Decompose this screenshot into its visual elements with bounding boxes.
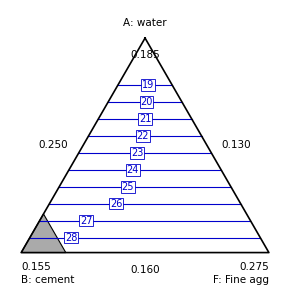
- Text: B: cement: B: cement: [21, 275, 75, 285]
- Polygon shape: [21, 214, 66, 253]
- Text: A: water: A: water: [123, 18, 167, 28]
- Text: F: Fine agg: F: Fine agg: [213, 275, 269, 285]
- Text: 20: 20: [140, 97, 153, 107]
- Text: 0.275: 0.275: [239, 262, 269, 273]
- Text: 21: 21: [139, 114, 151, 124]
- Text: 24: 24: [127, 165, 139, 175]
- Text: 0.155: 0.155: [21, 262, 51, 273]
- Text: 0.160: 0.160: [130, 265, 160, 275]
- Text: 0.130: 0.130: [222, 140, 251, 150]
- Text: 27: 27: [80, 216, 92, 226]
- Text: 25: 25: [122, 182, 134, 192]
- Text: 0.185: 0.185: [130, 50, 160, 60]
- Text: 23: 23: [131, 148, 143, 158]
- Text: 28: 28: [65, 233, 77, 243]
- Text: 19: 19: [142, 80, 154, 90]
- Text: 22: 22: [136, 131, 149, 141]
- Text: 0.250: 0.250: [39, 140, 68, 150]
- Text: 26: 26: [110, 199, 122, 209]
